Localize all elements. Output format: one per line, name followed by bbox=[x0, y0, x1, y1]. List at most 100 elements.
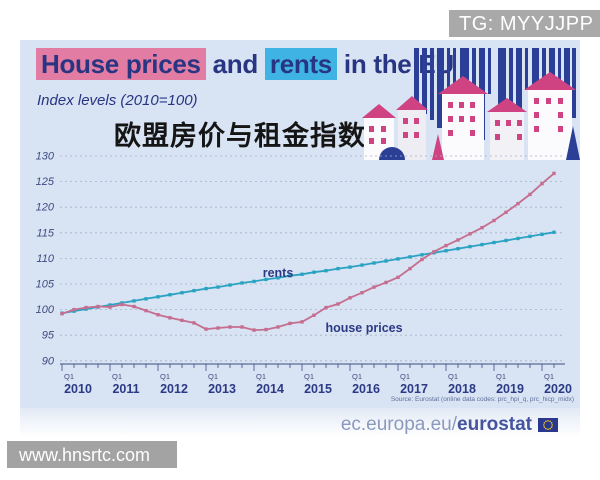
data-point-marker bbox=[492, 240, 496, 245]
data-point-marker bbox=[156, 313, 160, 317]
chart-card: House prices and rents in the EU Index l… bbox=[20, 40, 580, 408]
tree-icon bbox=[432, 134, 444, 160]
house-window bbox=[470, 116, 475, 122]
year-label: 2014 bbox=[256, 382, 284, 396]
data-point-marker bbox=[288, 274, 292, 278]
house-body bbox=[398, 110, 426, 160]
data-point-marker bbox=[72, 307, 76, 312]
data-point-marker bbox=[276, 276, 280, 280]
eu-flag-field bbox=[538, 418, 558, 432]
quarter-tick-label: Q1 bbox=[208, 372, 218, 381]
y-axis-label: 120 bbox=[36, 202, 55, 214]
quarter-tick-label: Q1 bbox=[64, 372, 74, 381]
footer-url: ec.europa.eu/eurostat bbox=[341, 414, 532, 436]
data-point-marker bbox=[144, 308, 148, 313]
data-point-marker bbox=[408, 255, 412, 259]
data-point-marker bbox=[396, 257, 400, 261]
data-point-marker bbox=[108, 305, 112, 309]
data-point-marker bbox=[468, 244, 472, 249]
house-roof bbox=[487, 98, 527, 112]
house-window bbox=[369, 126, 374, 132]
house-window bbox=[381, 126, 386, 132]
barcode-bar bbox=[509, 48, 513, 104]
quarter-tick-label: Q1 bbox=[160, 372, 170, 381]
eu-flag-star bbox=[543, 426, 546, 428]
barcode-bar bbox=[542, 48, 546, 98]
data-point-marker bbox=[216, 326, 220, 330]
house-window bbox=[534, 98, 539, 104]
data-point-marker bbox=[264, 277, 268, 282]
y-axis-label: 105 bbox=[36, 279, 55, 291]
data-point-marker bbox=[324, 305, 328, 310]
house-window bbox=[506, 120, 511, 126]
data-point-marker bbox=[528, 192, 532, 197]
barcode-bar bbox=[488, 48, 491, 94]
data-point-marker bbox=[192, 321, 196, 325]
data-point-marker bbox=[288, 321, 292, 326]
quarter-tick-label: Q1 bbox=[112, 372, 122, 381]
barcode-bar bbox=[558, 48, 561, 92]
y-axis-label: 130 bbox=[36, 151, 55, 163]
barcode-bar bbox=[564, 48, 570, 106]
data-point-marker bbox=[480, 242, 484, 247]
house-window bbox=[369, 138, 374, 144]
house-window bbox=[470, 130, 475, 136]
barcode-bar bbox=[447, 48, 450, 100]
data-point-marker bbox=[516, 236, 520, 241]
house-window bbox=[495, 120, 500, 126]
year-label: 2012 bbox=[160, 382, 188, 396]
series-line-rents bbox=[61, 231, 555, 315]
data-point-marker bbox=[492, 218, 496, 223]
series-line-house-prices bbox=[61, 172, 555, 332]
chart-title: House prices and rents in the EU bbox=[36, 48, 454, 80]
data-point-marker bbox=[528, 234, 532, 239]
data-point-marker bbox=[420, 253, 424, 257]
house-window bbox=[546, 98, 551, 104]
house-window bbox=[517, 120, 522, 126]
data-point-marker bbox=[384, 259, 388, 263]
data-point-marker bbox=[324, 268, 328, 273]
data-point-marker bbox=[108, 303, 112, 307]
house-window bbox=[534, 126, 539, 132]
barcode-bar bbox=[525, 48, 528, 90]
barcode-bar bbox=[437, 48, 444, 128]
house-window bbox=[517, 134, 522, 140]
data-point-marker bbox=[120, 302, 124, 307]
y-axis-label: 95 bbox=[42, 330, 55, 342]
watermark-bottom-text: www.hnsrtc.com bbox=[19, 445, 151, 465]
data-point-marker bbox=[420, 257, 424, 262]
data-point-marker bbox=[300, 272, 304, 276]
data-point-marker bbox=[480, 225, 484, 230]
data-point-marker bbox=[456, 246, 460, 251]
data-point-marker bbox=[504, 210, 508, 215]
data-point-marker bbox=[348, 296, 352, 300]
data-point-marker bbox=[468, 232, 472, 236]
data-point-marker bbox=[432, 250, 436, 254]
quarter-tick-label: Q1 bbox=[544, 372, 554, 381]
house-window bbox=[414, 132, 419, 138]
eu-flag-star bbox=[549, 420, 551, 423]
data-point-marker bbox=[456, 238, 460, 242]
y-axis-label: 115 bbox=[36, 227, 54, 239]
house-window bbox=[558, 126, 563, 132]
data-point-marker bbox=[408, 266, 412, 271]
data-point-marker bbox=[552, 230, 556, 234]
data-point-marker bbox=[240, 325, 244, 329]
data-point-marker bbox=[180, 291, 184, 295]
eu-flag-star bbox=[545, 420, 547, 423]
data-point-marker bbox=[252, 328, 256, 332]
house-window bbox=[558, 112, 563, 118]
y-axis-label: 125 bbox=[36, 176, 55, 188]
house-window bbox=[448, 102, 453, 108]
data-point-marker bbox=[168, 316, 172, 320]
house-window bbox=[403, 118, 408, 124]
y-axis-label: 100 bbox=[36, 304, 55, 316]
house-window bbox=[414, 118, 419, 124]
quarter-tick-label: Q1 bbox=[304, 372, 314, 381]
watermark-top-text: TG: MYYJJPP bbox=[459, 13, 594, 35]
data-point-marker bbox=[504, 238, 508, 243]
year-label: 2020 bbox=[544, 382, 572, 396]
eu-flag-star bbox=[543, 422, 546, 424]
data-point-marker bbox=[312, 270, 316, 274]
